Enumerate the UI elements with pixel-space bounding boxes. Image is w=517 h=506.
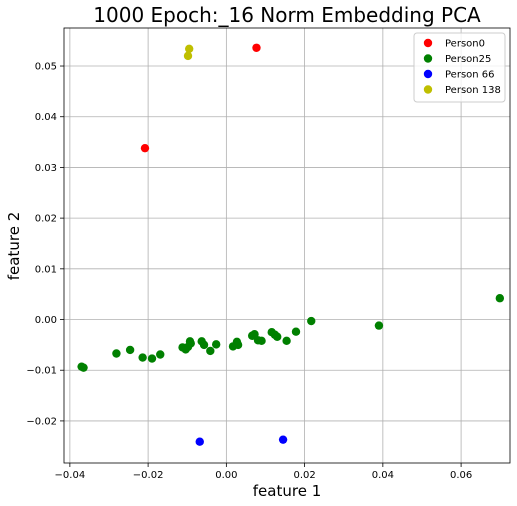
data-points [77,43,505,446]
y-tick-label: 0.00 [35,315,57,326]
legend-label: Person 66 [445,70,495,81]
data-point [183,51,193,61]
data-point [273,332,282,341]
legend-marker [423,38,433,48]
data-point [495,294,505,303]
legend-label: Person0 [445,39,485,50]
data-point [140,143,150,153]
legend-marker [423,54,433,63]
y-tick-label: 0.01 [35,264,57,275]
data-point [125,345,135,355]
data-point [233,340,243,350]
axes-frame [63,27,511,464]
y-tick-label: −0.02 [26,416,57,427]
data-point [138,353,147,362]
x-tick-label: 0.06 [450,470,472,481]
y-tick-label: 0.03 [35,163,57,174]
data-point [186,339,195,348]
x-tick-label: 0.04 [372,470,394,481]
data-point [374,321,384,330]
legend-marker [423,69,433,79]
data-point [112,349,121,358]
data-point [282,336,291,346]
y-axis-label: feature 2 [5,212,23,280]
data-point [307,316,316,326]
chart-title: 1000 Epoch:_16 Norm Embedding PCA [93,3,481,27]
x-axis-label: feature 1 [253,482,321,500]
data-point [211,340,221,349]
legend: Person0 Person25 Person 66 Person 138 [413,32,506,103]
y-tick-label: 0.02 [35,214,57,225]
data-point [147,354,157,363]
data-point [250,330,259,339]
x-tick-label: −0.02 [133,470,164,481]
data-point [156,350,165,359]
legend-marker [423,85,433,94]
data-point [278,435,288,444]
y-tick-label: 0.04 [35,112,57,123]
data-point [79,363,88,372]
y-tick-label: 0.05 [35,62,57,73]
legend-label: Person25 [445,54,491,65]
x-tick-label: −0.04 [55,470,86,481]
data-point [206,346,215,356]
tick-labels: −0.04 −0.02 0.00 0.02 0.04 0.06 −0.02 −0.01 0.00… [26,62,472,481]
data-point [199,340,209,350]
y-tick-label: −0.01 [26,366,57,377]
x-tick-label: 0.00 [215,470,237,481]
data-point [184,44,194,53]
data-point [257,336,266,346]
x-tick-label: 0.02 [293,470,315,481]
grid-lines [64,28,510,463]
legend-box [413,32,506,103]
data-point [195,437,204,446]
legend-label: Person 138 [445,85,501,96]
data-point [252,43,261,52]
data-point [291,327,301,336]
tick-marks [60,65,462,467]
